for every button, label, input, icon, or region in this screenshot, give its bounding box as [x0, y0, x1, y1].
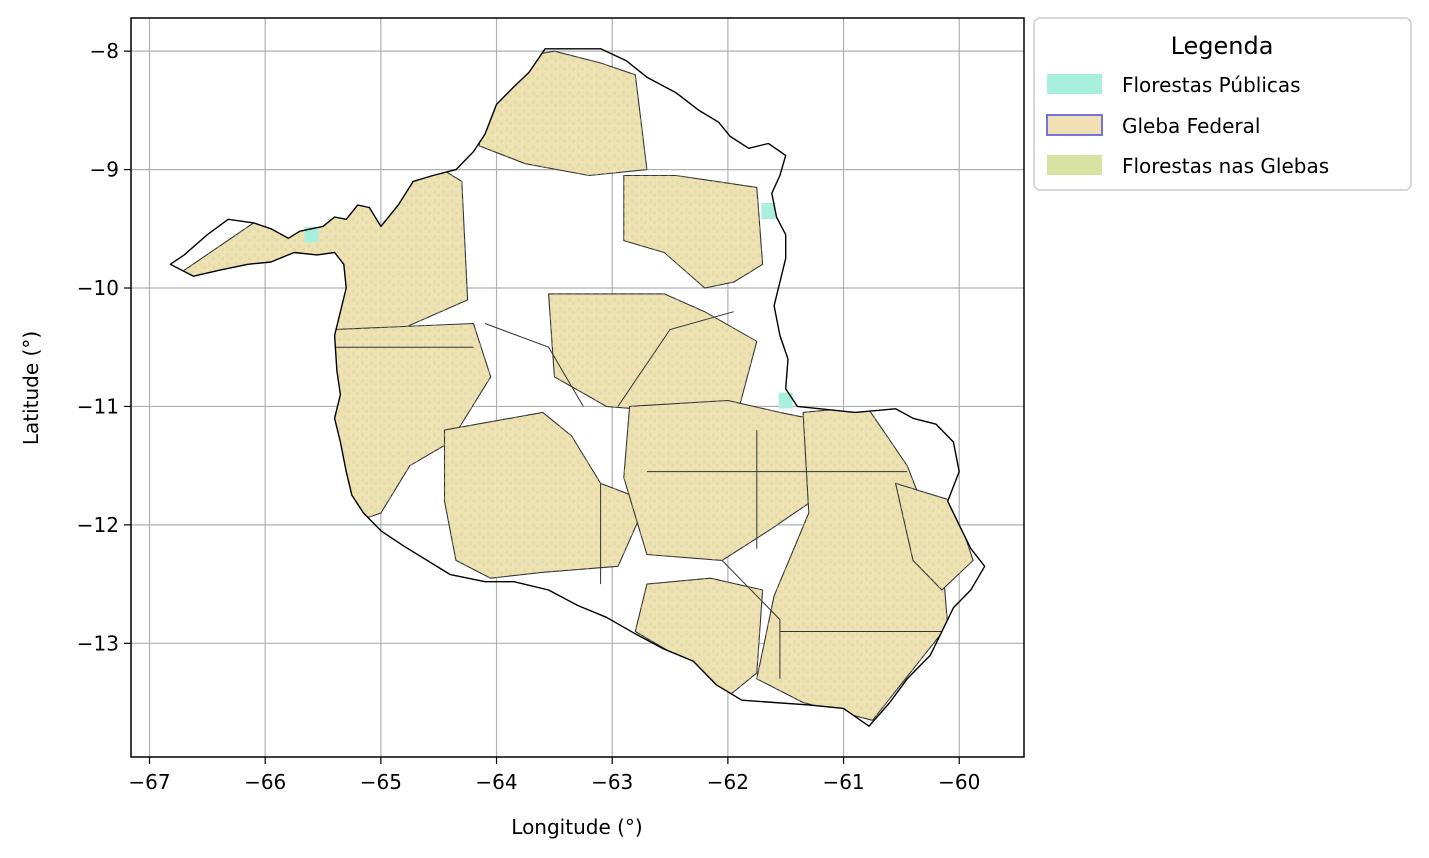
legend-title: Legenda	[1171, 32, 1274, 60]
legend-swatch-gleba-federal	[1046, 114, 1103, 136]
legend-frame	[1033, 17, 1412, 191]
floresta-publica-patch	[304, 226, 319, 243]
x-tick-label: −64	[475, 770, 517, 794]
y-tick-label: −11	[77, 394, 119, 418]
florestas-nas-glebas-region	[328, 323, 491, 525]
y-axis-label: Latitude (°)	[19, 331, 43, 445]
legend-swatch-florestas-publicas	[1047, 74, 1102, 94]
florestas-nas-glebas-region	[623, 175, 763, 288]
y-tick-label: −8	[90, 39, 119, 63]
x-tick-label: −62	[707, 770, 749, 794]
y-tick-label: −9	[90, 158, 119, 182]
floresta-publica-patch	[761, 203, 776, 220]
y-tick-label: −13	[77, 631, 119, 655]
x-tick-label: −66	[244, 770, 286, 794]
x-tick-label: −61	[822, 770, 864, 794]
plot-area-frame	[130, 17, 1025, 758]
y-tick-label: −10	[77, 276, 119, 300]
legend-label-florestas-nas-glebas: Florestas nas Glebas	[1122, 154, 1329, 178]
florestas-nas-glebas-region	[635, 578, 763, 697]
legend-label-florestas-publicas: Florestas Públicas	[1122, 73, 1301, 97]
floresta-publica-patch	[778, 392, 793, 409]
x-tick-label: −60	[938, 770, 980, 794]
state-boundary	[169, 48, 986, 727]
florestas-nas-glebas-region	[623, 400, 821, 561]
y-tick-label: −12	[77, 513, 119, 537]
florestas-nas-glebas-region	[479, 51, 647, 176]
florestas-nas-glebas-region	[444, 412, 647, 579]
x-tick-label: −63	[591, 770, 633, 794]
gleba-boundary-line	[721, 560, 781, 679]
x-axis-label: Longitude (°)	[511, 815, 642, 839]
x-tick-label: −67	[128, 770, 170, 794]
axis-ticks: −67 −66 −65 −64 −63 −62 −61 −60 −8 −9 −10 −11 −12 −13	[77, 39, 981, 794]
x-tick-label: −65	[360, 770, 402, 794]
gleba-boundary-line	[617, 311, 734, 407]
gleba-boundary-line	[484, 323, 584, 407]
florestas-nas-glebas-region	[548, 293, 757, 413]
legend: Legenda Florestas Públicas Gleba Federal…	[1033, 17, 1412, 191]
legend-swatch-florestas-nas-glebas	[1047, 155, 1102, 175]
legend-label-gleba-federal: Gleba Federal	[1122, 114, 1260, 138]
